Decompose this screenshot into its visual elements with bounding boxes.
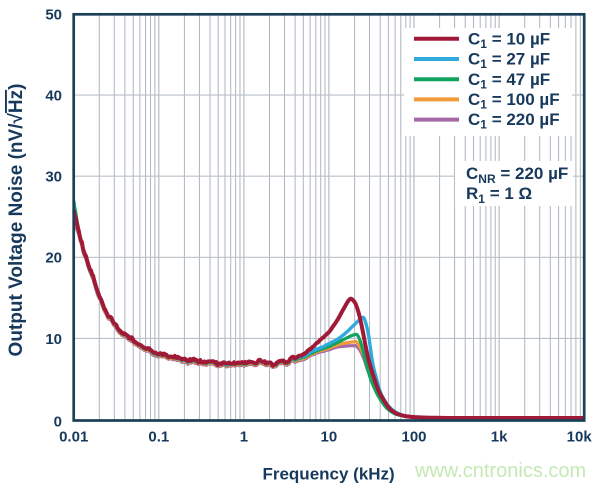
svg-text:10k: 10k xyxy=(567,429,593,446)
svg-text:C1 = 10 µF: C1 = 10 µF xyxy=(468,29,550,51)
svg-text:C1 = 27 µF: C1 = 27 µF xyxy=(468,50,550,72)
svg-text:Frequency (kHz): Frequency (kHz) xyxy=(262,465,394,484)
svg-text:50: 50 xyxy=(45,6,62,23)
svg-text:30: 30 xyxy=(45,169,62,186)
svg-text:C1 = 47 µF: C1 = 47 µF xyxy=(468,70,550,92)
svg-text:10: 10 xyxy=(321,429,338,446)
svg-text:C1 = 220 µF: C1 = 220 µF xyxy=(468,110,560,132)
svg-text:R1 = 1 Ω: R1 = 1 Ω xyxy=(466,184,532,206)
svg-text:10: 10 xyxy=(45,331,62,348)
svg-text:1: 1 xyxy=(240,429,248,446)
svg-text:0: 0 xyxy=(54,413,62,430)
svg-text:40: 40 xyxy=(45,88,62,105)
svg-text:0.1: 0.1 xyxy=(148,429,169,446)
svg-text:1k: 1k xyxy=(491,429,508,446)
svg-text:0.01: 0.01 xyxy=(59,429,88,446)
svg-text:C1 = 100 µF: C1 = 100 µF xyxy=(468,90,560,112)
svg-text:20: 20 xyxy=(45,250,62,267)
svg-text:100: 100 xyxy=(401,429,426,446)
svg-text:www.cntronics.com: www.cntronics.com xyxy=(414,460,586,482)
svg-text:Output Voltage Noise (nV/√Hz): Output Voltage Noise (nV/√Hz) xyxy=(6,84,27,357)
